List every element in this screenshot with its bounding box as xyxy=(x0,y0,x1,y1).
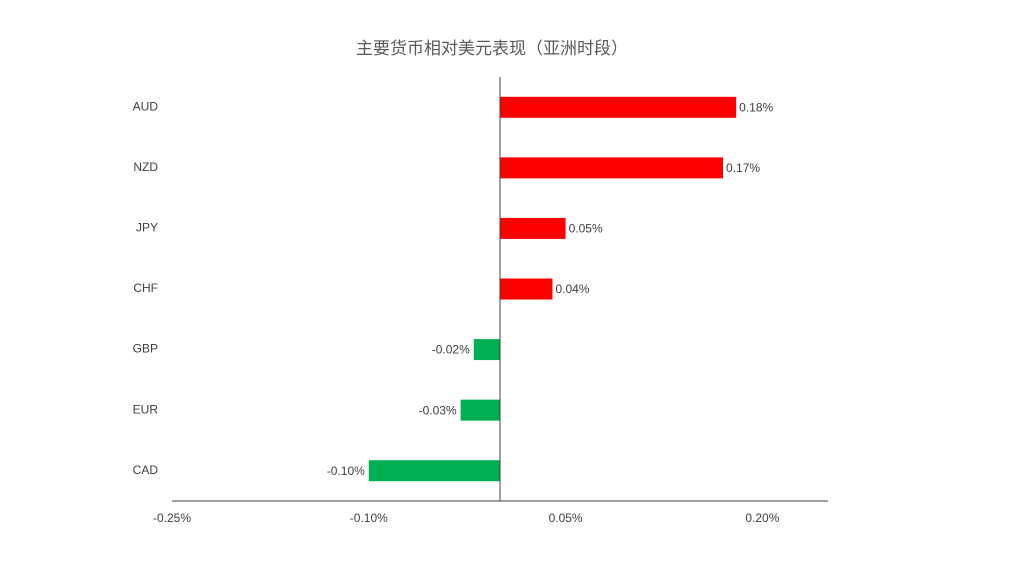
y-tick-label: JPY xyxy=(136,221,158,235)
bar xyxy=(500,278,553,300)
value-label: -0.02% xyxy=(432,343,470,357)
y-tick-label: AUD xyxy=(133,99,159,113)
y-tick-label: GBP xyxy=(133,342,158,356)
bar xyxy=(500,96,737,118)
bar xyxy=(500,157,724,179)
y-tick-label: NZD xyxy=(133,160,158,174)
value-label: -0.03% xyxy=(419,403,457,417)
value-label: -0.10% xyxy=(327,464,365,478)
y-tick-label: EUR xyxy=(133,402,159,416)
x-tick-label: 0.05% xyxy=(549,511,583,525)
chart-title: 主要货币相对美元表现（亚洲时段） xyxy=(356,39,628,59)
bar xyxy=(460,399,500,421)
value-label: 0.04% xyxy=(555,282,589,296)
y-tick-label: CHF xyxy=(133,281,158,295)
value-label: 0.17% xyxy=(726,161,760,175)
y-tick-label: CAD xyxy=(133,463,159,477)
bar xyxy=(368,460,500,482)
x-tick-label: 0.20% xyxy=(745,511,779,525)
bar xyxy=(500,217,566,239)
value-label: 0.05% xyxy=(569,222,603,236)
x-tick-label: -0.25% xyxy=(153,511,191,525)
value-label: 0.18% xyxy=(739,100,773,114)
bar xyxy=(473,339,500,361)
x-tick-label: -0.10% xyxy=(350,511,388,525)
